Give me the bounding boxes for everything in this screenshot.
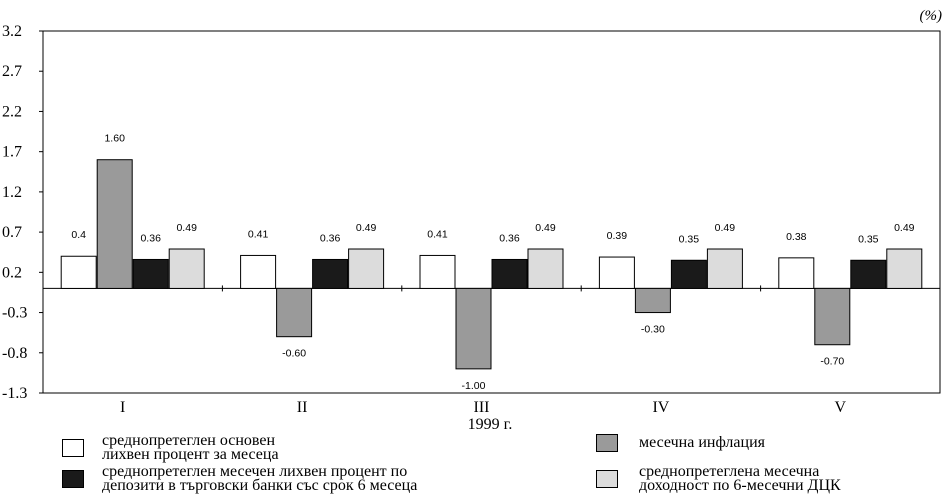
bar	[240, 254, 277, 289]
data-label: -1.00	[462, 380, 486, 392]
bar	[132, 258, 169, 289]
legend-label-base-rate: среднопретеглен основен лихвен процент з…	[102, 432, 279, 463]
legend: среднопретеглен основен лихвен процент з…	[0, 430, 947, 499]
legend-label-deposit-rate: среднопретеглен месечен лихвен процент п…	[102, 463, 418, 494]
data-label: -0.30	[641, 324, 665, 336]
data-label: 0.38	[786, 231, 807, 243]
bar	[527, 248, 564, 289]
x-tick-label: I	[120, 399, 125, 416]
bar	[778, 257, 815, 289]
data-label: 0.49	[176, 222, 197, 234]
unit-label: (%)	[920, 8, 943, 24]
data-label: 1.60	[104, 133, 125, 145]
data-label: 0.35	[858, 233, 879, 245]
legend-label-inflation: месечна инфлация	[639, 434, 765, 451]
legend-swatch-inflation	[596, 434, 618, 452]
bar	[276, 287, 313, 338]
data-label: 0.39	[607, 230, 628, 242]
legend-swatch-deposit-rate	[62, 470, 84, 488]
bar	[706, 248, 743, 289]
y-tick-label: -1.3	[2, 385, 27, 402]
y-tick-label: -0.3	[2, 305, 27, 322]
x-axis-ticks: I II III IV V	[120, 285, 847, 416]
legend-swatch-base-rate	[62, 439, 84, 457]
y-tick-label: 1.2	[2, 184, 22, 201]
legend-item-base-rate: среднопретеглен основен лихвен процент з…	[62, 432, 279, 463]
bar	[670, 259, 707, 289]
x-tick-label: IV	[652, 399, 669, 416]
data-label: 0.41	[248, 228, 269, 240]
x-tick-label: V	[835, 399, 847, 416]
data-label: 0.41	[427, 228, 448, 240]
bar	[96, 159, 133, 289]
y-tick-label: 0.2	[2, 264, 22, 281]
y-tick-label: 1.7	[2, 144, 22, 161]
data-label: 0.49	[715, 222, 736, 234]
bar	[814, 287, 851, 346]
bar	[491, 258, 528, 289]
data-label: 0.4	[71, 229, 86, 241]
bar	[455, 287, 492, 370]
bar	[886, 248, 923, 289]
data-label: 0.49	[356, 222, 377, 234]
bar-chart: 3.22.72.21.71.20.70.2-0.3-0.8-1.3 I II III…	[2, 8, 943, 430]
data-label: -0.70	[820, 356, 844, 368]
legend-swatch-treasury-yield	[596, 470, 618, 488]
data-label: 0.49	[894, 222, 915, 234]
bar	[850, 259, 887, 289]
y-tick-label: 2.7	[2, 63, 22, 80]
bar	[312, 258, 349, 289]
bar	[419, 254, 456, 289]
data-label: 0.35	[679, 233, 700, 245]
bar	[168, 248, 205, 289]
y-tick-label: 3.2	[2, 23, 22, 40]
y-tick-label: -0.8	[2, 345, 27, 362]
data-label: 0.36	[140, 232, 161, 244]
legend-item-deposit-rate: среднопретеглен месечен лихвен процент п…	[62, 463, 418, 494]
y-tick-label: 2.2	[2, 103, 22, 120]
bar	[60, 255, 97, 289]
legend-item-treasury-yield: среднопретеглена месечна доходност по 6-…	[596, 463, 841, 494]
x-tick-label: II	[297, 399, 308, 416]
plot-frame	[42, 30, 941, 394]
data-label: 0.49	[535, 222, 556, 234]
bar	[598, 256, 635, 289]
bar	[348, 248, 385, 289]
y-axis-ticks: 3.2 2.7 2.2 1.7 1.2 0.7 0.2 -0.3 -0.8 -1.3	[2, 23, 43, 402]
x-tick-label: III	[474, 399, 490, 416]
data-label: 0.36	[499, 232, 520, 244]
bars	[60, 159, 923, 370]
x-axis-title: 1999 г.	[468, 416, 513, 430]
data-label: 0.36	[320, 232, 341, 244]
data-label: -0.60	[282, 348, 306, 360]
y-tick-label: 0.7	[2, 224, 22, 241]
legend-label-treasury-yield: среднопретеглена месечна доходност по 6-…	[639, 463, 841, 494]
bar	[634, 287, 671, 314]
data-labels: 0.4 1.60 0.36 0.49 0.41 -0.60 0.36 0.49 0.41 -1.0…	[71, 133, 914, 392]
legend-item-inflation: месечна инфлация	[596, 434, 765, 452]
